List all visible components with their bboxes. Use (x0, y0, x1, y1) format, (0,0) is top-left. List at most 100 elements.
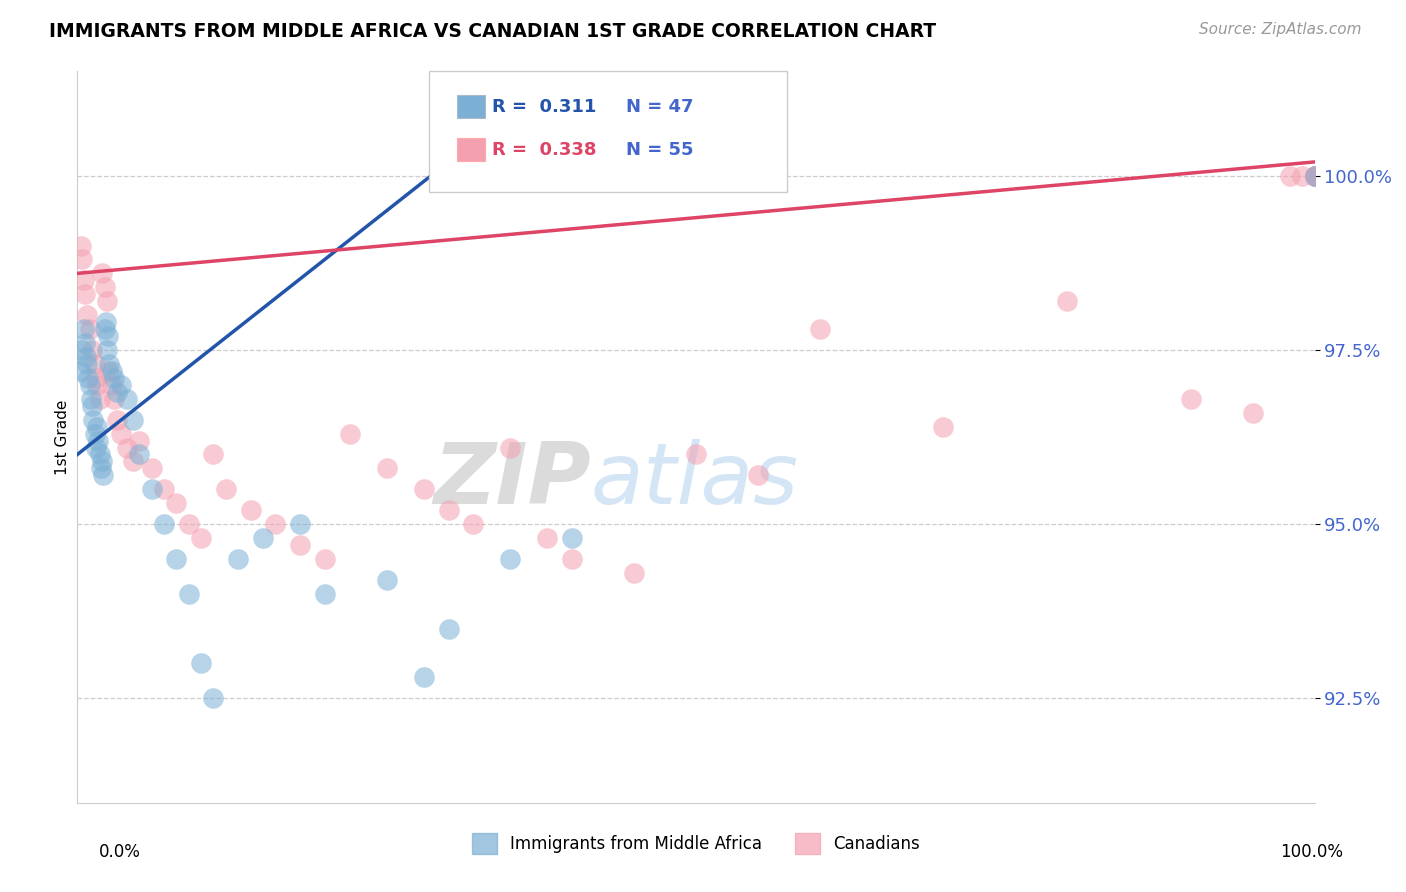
Point (202, 691, 225, 706)
Point (128, 434, 150, 448)
Point (105, 384, 128, 399)
Text: IMMIGRANTS FROM MIDDLE AFRICA VS CANADIAN 1ST GRADE CORRELATION CHART: IMMIGRANTS FROM MIDDLE AFRICA VS CANADIA… (49, 22, 936, 41)
Point (1303, 169, 1326, 183)
Point (105, 412, 128, 426)
Point (314, 552, 336, 566)
Legend: Immigrants from Middle Africa, Canadians: Immigrants from Middle Africa, Canadians (465, 827, 927, 860)
Point (375, 461, 398, 475)
Point (463, 517, 485, 532)
Point (79, 322, 101, 336)
Point (86, 377, 108, 392)
Point (87, 434, 110, 448)
Point (83, 426, 105, 441)
Point (561, 552, 583, 566)
Point (747, 468, 769, 483)
Point (122, 412, 145, 426)
Point (73, 287, 96, 301)
Text: ZIP: ZIP (433, 440, 591, 523)
Point (288, 517, 311, 532)
Point (89, 448, 111, 462)
Point (561, 531, 583, 545)
Point (96, 294, 118, 309)
Point (89, 392, 111, 406)
Point (103, 392, 125, 406)
Point (288, 538, 311, 552)
Point (70, 364, 93, 378)
Text: Source: ZipAtlas.com: Source: ZipAtlas.com (1198, 22, 1361, 37)
Point (1056, 294, 1078, 309)
Point (499, 441, 522, 455)
Point (96, 343, 118, 357)
Point (72, 343, 94, 357)
Point (128, 448, 150, 462)
Point (437, 622, 460, 636)
Point (190, 657, 212, 671)
Point (93, 280, 115, 294)
Point (73, 336, 96, 351)
Text: R =  0.338: R = 0.338 (492, 141, 596, 159)
Point (226, 552, 249, 566)
Point (72, 252, 94, 267)
Point (165, 496, 187, 510)
Y-axis label: 1st Grade: 1st Grade (55, 400, 70, 475)
Point (1241, 406, 1264, 420)
Point (499, 552, 522, 566)
Point (153, 517, 176, 532)
Point (76, 357, 98, 371)
Point (1303, 169, 1326, 183)
Point (86, 419, 108, 434)
Point (932, 419, 955, 434)
Point (83, 357, 105, 371)
Point (70, 238, 93, 252)
Point (97, 329, 120, 343)
Point (82, 343, 104, 357)
Point (1303, 169, 1326, 183)
Text: N = 55: N = 55 (626, 141, 693, 159)
Point (412, 670, 434, 684)
Point (177, 587, 200, 601)
Point (94, 315, 117, 329)
Point (80, 392, 103, 406)
Point (103, 371, 125, 385)
Point (84, 371, 107, 385)
Point (1180, 392, 1202, 406)
Point (110, 426, 132, 441)
Point (91, 468, 114, 483)
Point (91, 454, 114, 468)
Text: R =  0.311: R = 0.311 (492, 98, 596, 116)
Point (202, 448, 225, 462)
Point (97, 364, 120, 378)
Point (239, 503, 262, 517)
Text: 0.0%: 0.0% (98, 843, 141, 861)
Point (101, 364, 124, 378)
Point (82, 399, 104, 413)
Point (314, 587, 336, 601)
Point (91, 266, 114, 280)
Point (84, 441, 107, 455)
Text: 100.0%: 100.0% (1279, 843, 1343, 861)
Point (1303, 169, 1326, 183)
Point (623, 566, 645, 580)
Text: N = 47: N = 47 (626, 98, 693, 116)
Point (93, 322, 115, 336)
Point (264, 517, 287, 532)
Point (72, 322, 94, 336)
Point (685, 448, 707, 462)
Point (437, 503, 460, 517)
Point (98, 357, 121, 371)
Point (90, 461, 112, 475)
Text: atlas: atlas (591, 440, 799, 523)
Point (101, 377, 124, 392)
Point (76, 308, 98, 322)
Point (141, 461, 163, 475)
Point (122, 454, 145, 468)
Point (215, 483, 238, 497)
Point (177, 517, 200, 532)
Point (165, 552, 187, 566)
Point (153, 483, 176, 497)
Point (115, 441, 138, 455)
Point (79, 377, 101, 392)
Point (1278, 169, 1301, 183)
Point (72, 273, 94, 287)
Point (75, 350, 97, 364)
